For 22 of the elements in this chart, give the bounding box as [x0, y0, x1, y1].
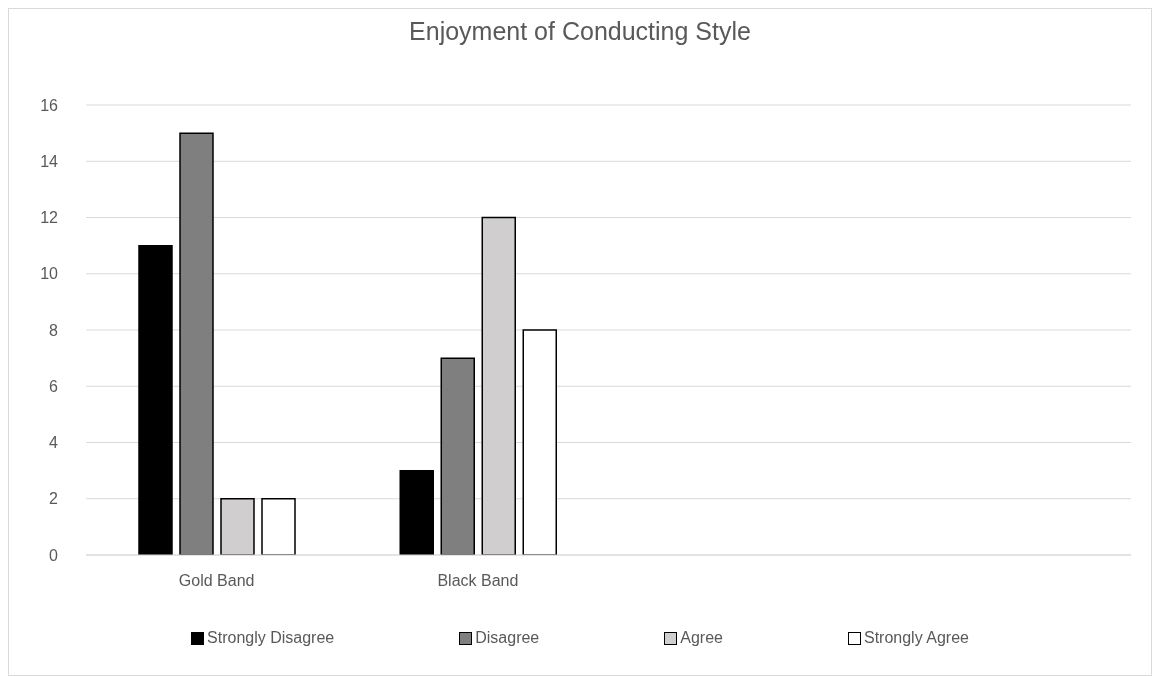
x-tick-label: Gold Band [178, 572, 255, 590]
legend-label: Agree [680, 629, 723, 647]
bar [399, 469, 434, 555]
y-tick-label: 10 [40, 265, 59, 283]
y-tick-label: 0 [49, 546, 59, 564]
x-tick-label: Black Band [437, 572, 519, 590]
chart-title: Enjoyment of Conducting Style [408, 17, 752, 46]
y-tick-label: 6 [49, 377, 59, 395]
y-tick-label: 16 [40, 96, 59, 114]
y-tick-label: 8 [49, 321, 59, 339]
y-tick-label: 14 [40, 152, 59, 170]
y-tick-label: 12 [40, 209, 59, 227]
y-tick-label: 2 [49, 490, 59, 508]
bar [138, 244, 173, 555]
legend-label: Disagree [475, 629, 540, 647]
bar [522, 329, 557, 555]
legend-label: Strongly Disagree [207, 629, 335, 647]
legend-label: Strongly Agree [863, 629, 969, 647]
bar [261, 498, 296, 555]
y-tick-label: 4 [49, 434, 59, 452]
bar [440, 357, 475, 555]
bar [179, 132, 214, 555]
